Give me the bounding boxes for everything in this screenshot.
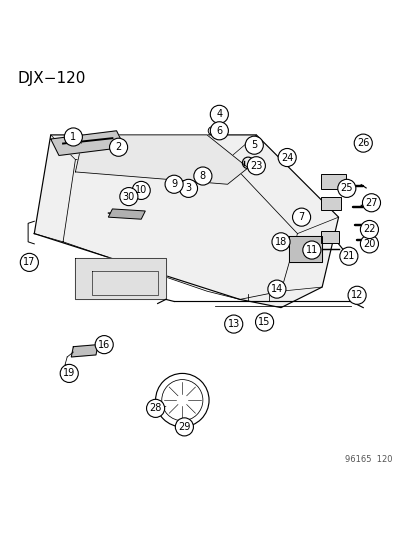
FancyBboxPatch shape [320,174,345,189]
Text: 30: 30 [122,191,135,201]
Text: 3: 3 [185,183,191,193]
Polygon shape [75,135,247,184]
Circle shape [165,175,183,193]
Polygon shape [71,345,98,357]
Circle shape [354,134,371,152]
FancyBboxPatch shape [320,197,341,210]
Circle shape [193,167,211,185]
Text: 23: 23 [249,161,262,171]
Circle shape [271,233,290,251]
Text: 24: 24 [280,152,293,163]
FancyBboxPatch shape [320,231,339,243]
Text: 12: 12 [350,290,362,300]
Circle shape [247,157,265,175]
Text: 6: 6 [216,126,222,136]
Circle shape [347,286,365,304]
Text: 2: 2 [115,142,121,152]
Circle shape [210,122,228,140]
Circle shape [359,221,377,239]
Circle shape [146,399,164,417]
Circle shape [64,128,82,146]
Text: 7: 7 [298,212,304,222]
Circle shape [255,313,273,331]
Text: 21: 21 [342,251,354,261]
Circle shape [267,280,285,298]
Text: 8: 8 [199,171,205,181]
Text: 26: 26 [356,138,368,148]
Text: 27: 27 [364,198,377,208]
Text: 11: 11 [305,245,317,255]
Text: 14: 14 [270,284,282,294]
Circle shape [361,193,380,212]
Text: 20: 20 [362,239,375,249]
Circle shape [302,241,320,259]
Text: 29: 29 [178,422,190,432]
Text: 10: 10 [135,185,147,196]
Polygon shape [75,259,166,300]
Circle shape [244,136,263,154]
Circle shape [109,138,127,156]
Circle shape [278,149,296,167]
Text: 1: 1 [70,132,76,142]
Circle shape [20,253,38,271]
Circle shape [132,181,150,199]
Text: 17: 17 [23,257,36,268]
Polygon shape [108,209,145,219]
Text: 15: 15 [258,317,270,327]
Text: 25: 25 [340,183,352,193]
Text: DJX−120: DJX−120 [18,71,86,86]
Text: 96165  120: 96165 120 [344,455,391,464]
Text: 13: 13 [227,319,239,329]
Circle shape [210,106,228,124]
Circle shape [95,336,113,354]
Circle shape [119,188,138,206]
Text: 5: 5 [251,140,257,150]
Polygon shape [51,131,124,156]
Circle shape [179,179,197,197]
Circle shape [178,425,185,431]
Text: 19: 19 [63,368,75,378]
Circle shape [337,179,355,197]
Text: 18: 18 [274,237,287,247]
Circle shape [359,235,377,253]
Polygon shape [289,236,321,262]
Text: 4: 4 [216,109,222,119]
Circle shape [292,208,310,226]
Circle shape [60,365,78,383]
Circle shape [339,247,357,265]
Text: 22: 22 [362,224,375,235]
Text: 28: 28 [149,403,161,414]
Circle shape [224,315,242,333]
Polygon shape [34,135,338,308]
Text: 9: 9 [171,179,177,189]
Text: 16: 16 [98,340,110,350]
Circle shape [175,418,193,436]
